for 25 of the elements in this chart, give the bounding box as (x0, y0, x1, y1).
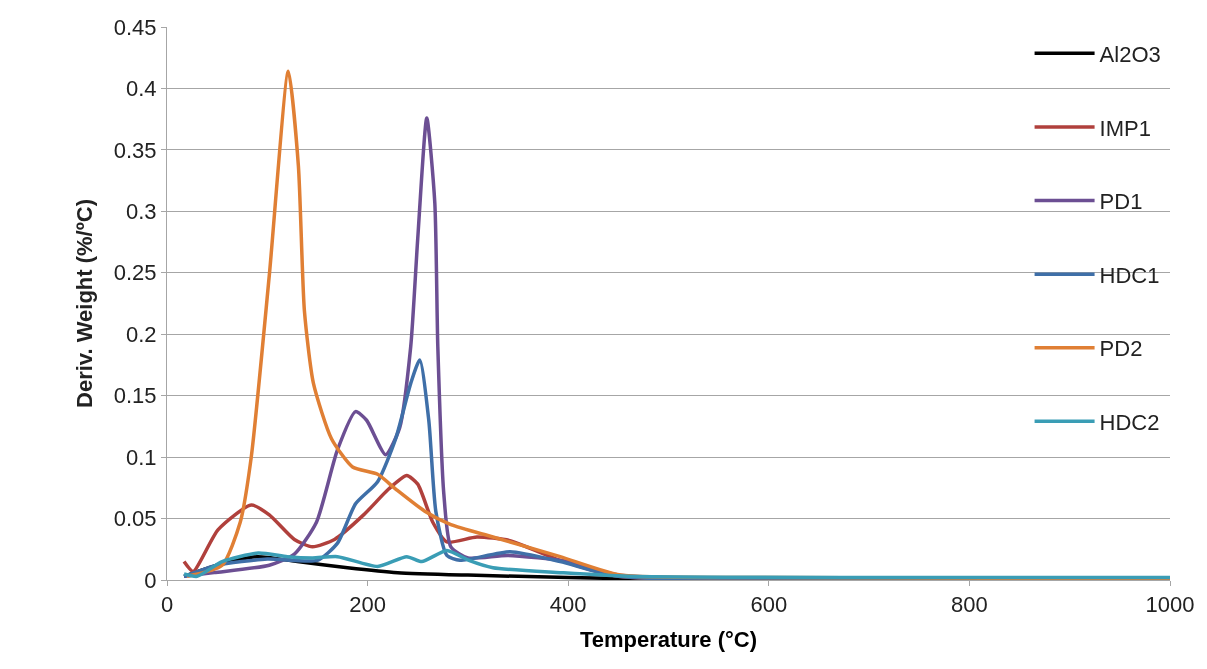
y-tick-label: 0.4 (126, 76, 157, 102)
y-tick-label: 0.35 (113, 137, 157, 163)
legend-label: PD1 (1099, 189, 1143, 215)
legend-label: HDC2 (1099, 409, 1160, 435)
legend-label: Al2O3 (1099, 41, 1161, 67)
y-tick-label: 0.15 (113, 383, 157, 409)
x-tick-label: 200 (349, 592, 386, 618)
legend-label: IMP1 (1099, 115, 1151, 141)
x-tick-label: 400 (549, 592, 587, 618)
x-tick-label: 800 (951, 592, 988, 618)
y-tick-label: 0.45 (113, 14, 157, 40)
x-axis-title: Temperature (°C) (579, 627, 758, 653)
y-tick-label: 0.05 (113, 506, 157, 532)
legend-label: PD2 (1099, 336, 1143, 362)
x-tick-label: 1000 (1145, 592, 1195, 618)
y-tick-label: 0.25 (113, 260, 157, 286)
y-tick-label: 0 (144, 567, 157, 593)
y-tick-label: 0.3 (126, 199, 157, 225)
x-tick-label: 0 (160, 592, 174, 618)
y-axis-title: Deriv. Weight (%/ºC) (71, 199, 97, 408)
line-series (182, 548, 1170, 580)
y-tick-label: 0.2 (126, 321, 157, 347)
legend-label: HDC1 (1099, 262, 1160, 288)
x-tick-label: 600 (750, 592, 788, 618)
y-tick-label: 0.1 (126, 444, 157, 470)
